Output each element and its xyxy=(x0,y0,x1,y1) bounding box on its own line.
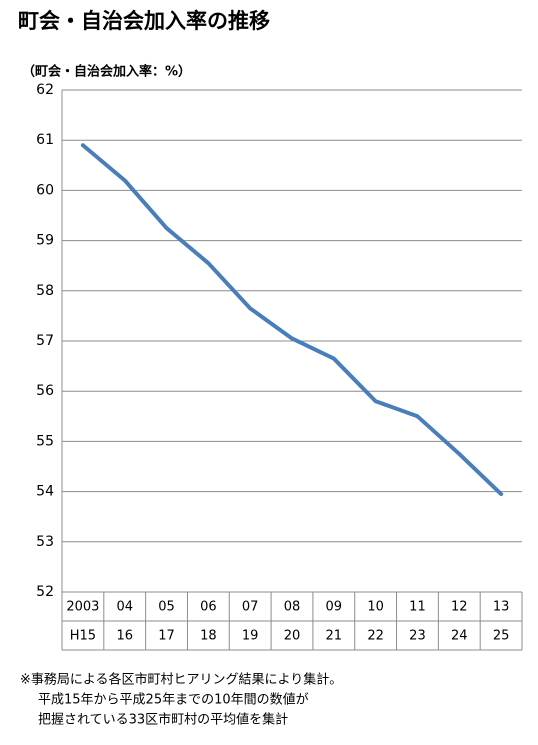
x-tick-label: 12 xyxy=(451,600,468,615)
x-tick-label: 07 xyxy=(242,600,259,615)
y-axis-label: （町会・自治会加入率：%） xyxy=(22,64,191,80)
x-tick-label: 2003 xyxy=(66,600,99,615)
x-tick-label: 04 xyxy=(116,600,133,615)
y-tick-label: 58 xyxy=(36,283,54,299)
x-tick-label: 19 xyxy=(242,629,259,644)
y-tick-label: 57 xyxy=(36,333,54,349)
x-tick-label: H15 xyxy=(70,629,96,644)
x-tick-label: 05 xyxy=(158,600,175,615)
x-tick-label: 22 xyxy=(367,629,384,644)
y-tick-label: 52 xyxy=(36,584,54,600)
note: 把握されている33区市町村の平均値を集計 xyxy=(38,712,288,728)
line xyxy=(80,143,504,497)
y-tick-label: 60 xyxy=(36,182,54,198)
x-tick-label: 10 xyxy=(367,600,384,615)
x-tick-label: 16 xyxy=(116,629,133,644)
y-tick-label: 53 xyxy=(36,534,54,550)
y-tick-label: 55 xyxy=(36,433,54,449)
y-tick-label: 61 xyxy=(36,132,54,148)
x-tick-label: 09 xyxy=(326,600,343,615)
x-tick-label: 08 xyxy=(284,600,301,615)
x-tick-label: 25 xyxy=(493,629,510,644)
y-tick-label: 56 xyxy=(36,383,54,399)
x-tick-label: 20 xyxy=(284,629,301,644)
x-tick-label: 11 xyxy=(409,600,426,615)
x-tick-label: 13 xyxy=(493,600,510,615)
y-tick-label: 62 xyxy=(36,82,54,98)
x-tick-label: 18 xyxy=(200,629,217,644)
note: 平成15年から平成25年までの10年間の数値が xyxy=(38,692,309,708)
x-tick-label: 17 xyxy=(158,629,175,644)
chart-title: 町会・自治会加入率の推移 xyxy=(18,9,270,33)
y-tick-label: 59 xyxy=(36,233,54,249)
x-tick-label: 23 xyxy=(409,629,426,644)
x-tick-label: 24 xyxy=(451,629,468,644)
y-tick-label: 54 xyxy=(36,484,54,500)
x-tick-label: 21 xyxy=(326,629,343,644)
x-tick-label: 06 xyxy=(200,600,217,615)
note: ※事務局による各区市町村ヒアリング結果により集計。 xyxy=(20,672,342,688)
